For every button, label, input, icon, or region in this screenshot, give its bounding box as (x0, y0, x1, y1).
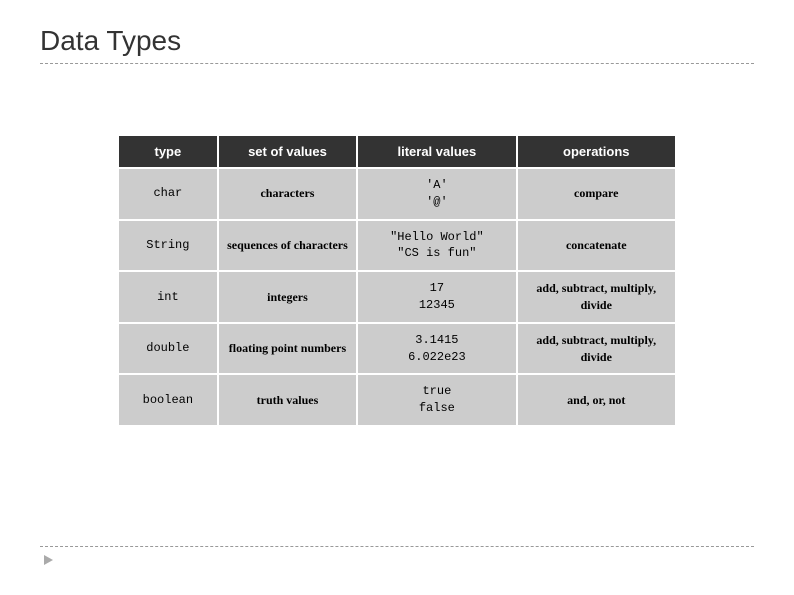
next-arrow-icon (44, 555, 53, 565)
col-literals: literal values (357, 135, 516, 168)
cell-type: int (118, 271, 218, 323)
title-underline (40, 63, 754, 64)
page-title: Data Types (40, 25, 754, 57)
cell-literals: 1712345 (357, 271, 516, 323)
cell-literals: 3.14156.022e23 (357, 323, 516, 375)
cell-type: boolean (118, 374, 218, 426)
table-row: int integers 1712345 add, subtract, mult… (118, 271, 676, 323)
data-types-table: type set of values literal values operat… (117, 134, 677, 427)
cell-values: sequences of characters (218, 220, 357, 272)
cell-literals: truefalse (357, 374, 516, 426)
cell-ops: compare (517, 168, 676, 220)
table-row: char characters 'A''@' compare (118, 168, 676, 220)
table-header-row: type set of values literal values operat… (118, 135, 676, 168)
cell-values: truth values (218, 374, 357, 426)
cell-type: double (118, 323, 218, 375)
footer-dashed-line (40, 546, 754, 547)
table-row: boolean truth values truefalse and, or, … (118, 374, 676, 426)
cell-values: characters (218, 168, 357, 220)
cell-ops: concatenate (517, 220, 676, 272)
table-row: double floating point numbers 3.14156.02… (118, 323, 676, 375)
col-values: set of values (218, 135, 357, 168)
cell-ops: add, subtract, multiply, divide (517, 271, 676, 323)
col-ops: operations (517, 135, 676, 168)
cell-literals: "Hello World""CS is fun" (357, 220, 516, 272)
cell-ops: add, subtract, multiply, divide (517, 323, 676, 375)
table-wrapper: type set of values literal values operat… (40, 134, 754, 427)
cell-literals: 'A''@' (357, 168, 516, 220)
cell-type: String (118, 220, 218, 272)
slide-container: Data Types type set of values literal va… (0, 0, 794, 457)
cell-ops: and, or, not (517, 374, 676, 426)
cell-values: integers (218, 271, 357, 323)
col-type: type (118, 135, 218, 168)
slide-footer (40, 546, 754, 565)
table-row: String sequences of characters "Hello Wo… (118, 220, 676, 272)
cell-type: char (118, 168, 218, 220)
cell-values: floating point numbers (218, 323, 357, 375)
